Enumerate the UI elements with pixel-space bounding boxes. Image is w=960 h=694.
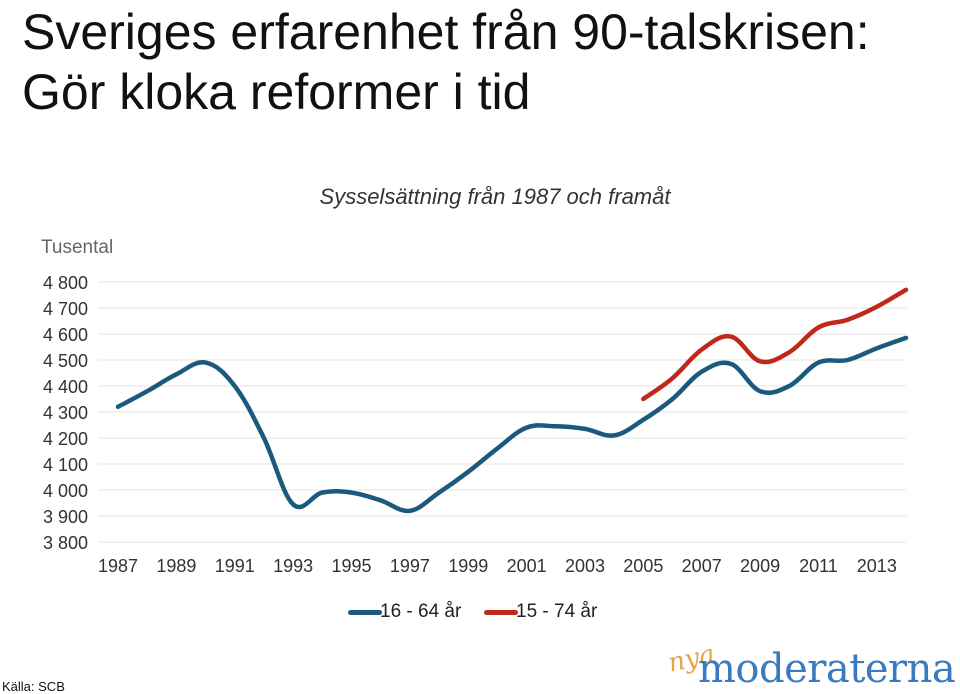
- y-tick-labels: 3 800 3 900 4 000 4 100 4 200 4 300 4 400 4 500…: [43, 273, 88, 553]
- grid-lines: [98, 281, 906, 543]
- y-tick-label: 4 700: [43, 299, 88, 319]
- series-line-16-64: [115, 335, 909, 514]
- legend-label-16-64: 16 - 64 år: [380, 601, 462, 622]
- x-tick-labels: 1987 1989 1991 1993 1995 1997 1999 2001 2003 2005…: [98, 556, 897, 576]
- x-tick-label: 1995: [331, 556, 371, 576]
- y-tick-label: 4 400: [43, 377, 88, 397]
- x-tick-label: 2011: [799, 556, 838, 576]
- y-tick-label: 4 500: [43, 351, 88, 371]
- y-tick-label: 4 800: [43, 273, 88, 293]
- x-tick-label: 2013: [857, 556, 897, 576]
- x-tick-label: 2003: [565, 556, 605, 576]
- x-tick-label: 1991: [215, 556, 255, 576]
- legend-label-15-74: 15 - 74 år: [516, 601, 598, 622]
- x-tick-label: 1987: [98, 556, 138, 576]
- chart-subtitle: Sysselsättning från 1987 och framåt: [319, 184, 671, 209]
- logo-wordmark: moderaterna: [698, 646, 956, 692]
- legend-swatch-15-74: [484, 610, 518, 615]
- employment-line-chart: 3 800 3 900 4 000 4 100 4 200 4 300 4 400 4 500…: [43, 273, 909, 576]
- x-tick-label: 2007: [682, 556, 722, 576]
- nya-moderaterna-logo: nya moderaterna: [665, 639, 960, 694]
- y-tick-label: 4 000: [43, 481, 88, 501]
- y-unit-label: Tusental: [41, 237, 114, 258]
- y-tick-label: 4 300: [43, 403, 88, 423]
- page-title: Sveriges erfarenhet från 90-talskrisen: …: [22, 4, 870, 120]
- y-tick-label: 3 900: [43, 507, 88, 527]
- series-line-15-74: [641, 287, 909, 402]
- y-tick-label: 4 100: [43, 455, 88, 475]
- source-note: Källa: SCB: [2, 679, 65, 694]
- x-tick-label: 1997: [390, 556, 430, 576]
- y-tick-label: 3 800: [43, 533, 88, 553]
- x-tick-label: 2001: [507, 556, 547, 576]
- legend-swatch-16-64: [348, 610, 382, 615]
- series-lines: [115, 287, 909, 514]
- y-tick-label: 4 600: [43, 325, 88, 345]
- x-tick-label: 1999: [448, 556, 488, 576]
- x-tick-label: 1993: [273, 556, 313, 576]
- y-tick-label: 4 200: [43, 429, 88, 449]
- x-tick-label: 2009: [740, 556, 780, 576]
- x-tick-label: 2005: [623, 556, 663, 576]
- x-tick-label: 1989: [156, 556, 196, 576]
